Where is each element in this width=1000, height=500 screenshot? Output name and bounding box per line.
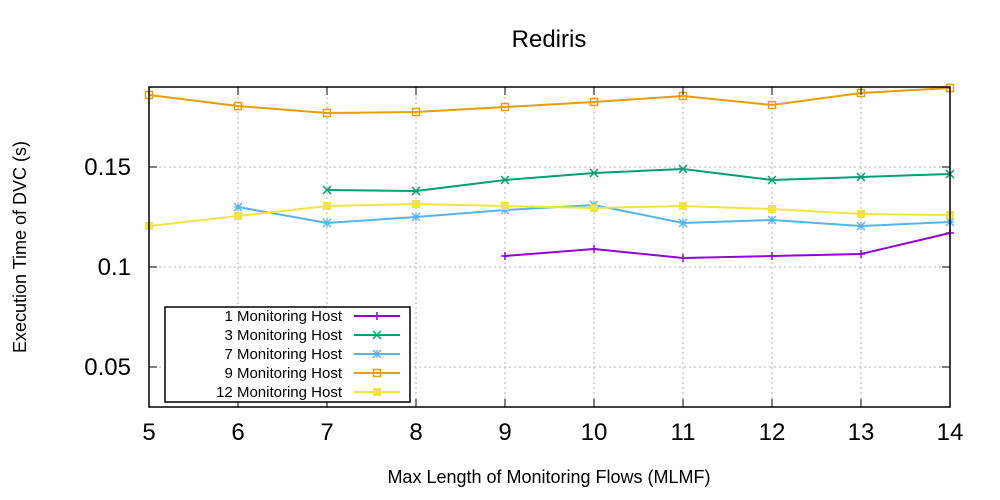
series-4 bbox=[145, 200, 954, 230]
data-point bbox=[767, 175, 777, 185]
series-3 bbox=[144, 83, 955, 118]
data-point bbox=[233, 101, 243, 111]
data-point bbox=[856, 221, 866, 231]
series-line bbox=[326, 167, 951, 193]
data-point bbox=[590, 204, 598, 212]
data-point bbox=[322, 218, 332, 228]
series-line bbox=[148, 87, 951, 115]
x-tick-label: 10 bbox=[581, 419, 608, 446]
legend-marker bbox=[373, 388, 381, 396]
legend-marker bbox=[372, 330, 382, 340]
data-point bbox=[411, 186, 421, 196]
legend-marker bbox=[373, 312, 381, 320]
x-tick-label: 14 bbox=[937, 419, 964, 446]
x-tick-label: 11 bbox=[671, 419, 696, 446]
axis-ticks: 5 6 7 8 9 10 11 12 13 14 0.05 0.1 0.15 bbox=[84, 87, 963, 446]
data-point bbox=[322, 185, 332, 195]
data-point bbox=[411, 107, 421, 117]
legend-item: 3 Monitoring Host bbox=[224, 327, 400, 344]
legend-item: 7 Monitoring Host bbox=[224, 346, 400, 363]
data-point bbox=[500, 175, 510, 185]
data-point bbox=[768, 252, 776, 260]
data-point bbox=[590, 245, 598, 253]
data-point bbox=[501, 202, 509, 210]
data-point bbox=[857, 250, 865, 258]
data-point bbox=[323, 202, 331, 210]
chart-title: Rediris bbox=[512, 26, 587, 53]
series-line bbox=[148, 202, 951, 227]
data-point bbox=[679, 254, 687, 262]
legend: 1 Monitoring Host 3 Monitoring Host 7 Moni… bbox=[164, 306, 411, 403]
x-tick-label: 9 bbox=[498, 419, 511, 446]
legend-item: 1 Monitoring Host bbox=[224, 308, 400, 325]
legend-label: 3 Monitoring Host bbox=[224, 327, 342, 344]
data-point bbox=[589, 168, 599, 178]
data-point bbox=[767, 100, 777, 110]
y-tick-label: 0.05 bbox=[84, 354, 131, 381]
data-point bbox=[678, 164, 688, 174]
x-axis-label: Max Length of Monitoring Flows (MLMF) bbox=[387, 467, 710, 487]
data-point bbox=[589, 97, 599, 107]
series-0 bbox=[501, 229, 954, 262]
y-tick-label: 0.15 bbox=[84, 154, 131, 181]
legend-label: 12 Monitoring Host bbox=[216, 384, 343, 401]
data-point bbox=[322, 108, 332, 118]
data-point bbox=[233, 202, 243, 212]
legend-label: 1 Monitoring Host bbox=[224, 308, 342, 325]
data-point bbox=[412, 200, 420, 208]
plot-frame bbox=[148, 86, 951, 408]
legend-marker bbox=[372, 368, 382, 378]
x-tick-label: 6 bbox=[231, 419, 244, 446]
data-point bbox=[857, 210, 865, 218]
y-tick-label: 0.1 bbox=[98, 254, 131, 281]
x-tick-label: 13 bbox=[848, 419, 875, 446]
data-point bbox=[501, 252, 509, 260]
data-point bbox=[234, 212, 242, 220]
data-point bbox=[768, 205, 776, 213]
x-tick-label: 5 bbox=[142, 419, 155, 446]
data-point bbox=[856, 172, 866, 182]
legend-label: 7 Monitoring Host bbox=[224, 346, 342, 363]
data-point bbox=[679, 202, 687, 210]
series-line bbox=[504, 232, 951, 260]
y-axis-label: Execution Time of DVC (s) bbox=[10, 141, 30, 353]
legend-item: 12 Monitoring Host bbox=[216, 384, 400, 401]
x-tick-label: 7 bbox=[320, 419, 333, 446]
legend-marker bbox=[372, 349, 382, 359]
legend-item: 9 Monitoring Host bbox=[224, 365, 400, 382]
data-point bbox=[411, 212, 421, 222]
data-point bbox=[767, 215, 777, 225]
data-point bbox=[678, 218, 688, 228]
series-1 bbox=[322, 164, 955, 196]
x-tick-label: 8 bbox=[409, 419, 422, 446]
x-tick-label: 12 bbox=[759, 419, 786, 446]
legend-label: 9 Monitoring Host bbox=[224, 365, 342, 382]
series-layer bbox=[144, 83, 955, 262]
data-point bbox=[500, 102, 510, 112]
